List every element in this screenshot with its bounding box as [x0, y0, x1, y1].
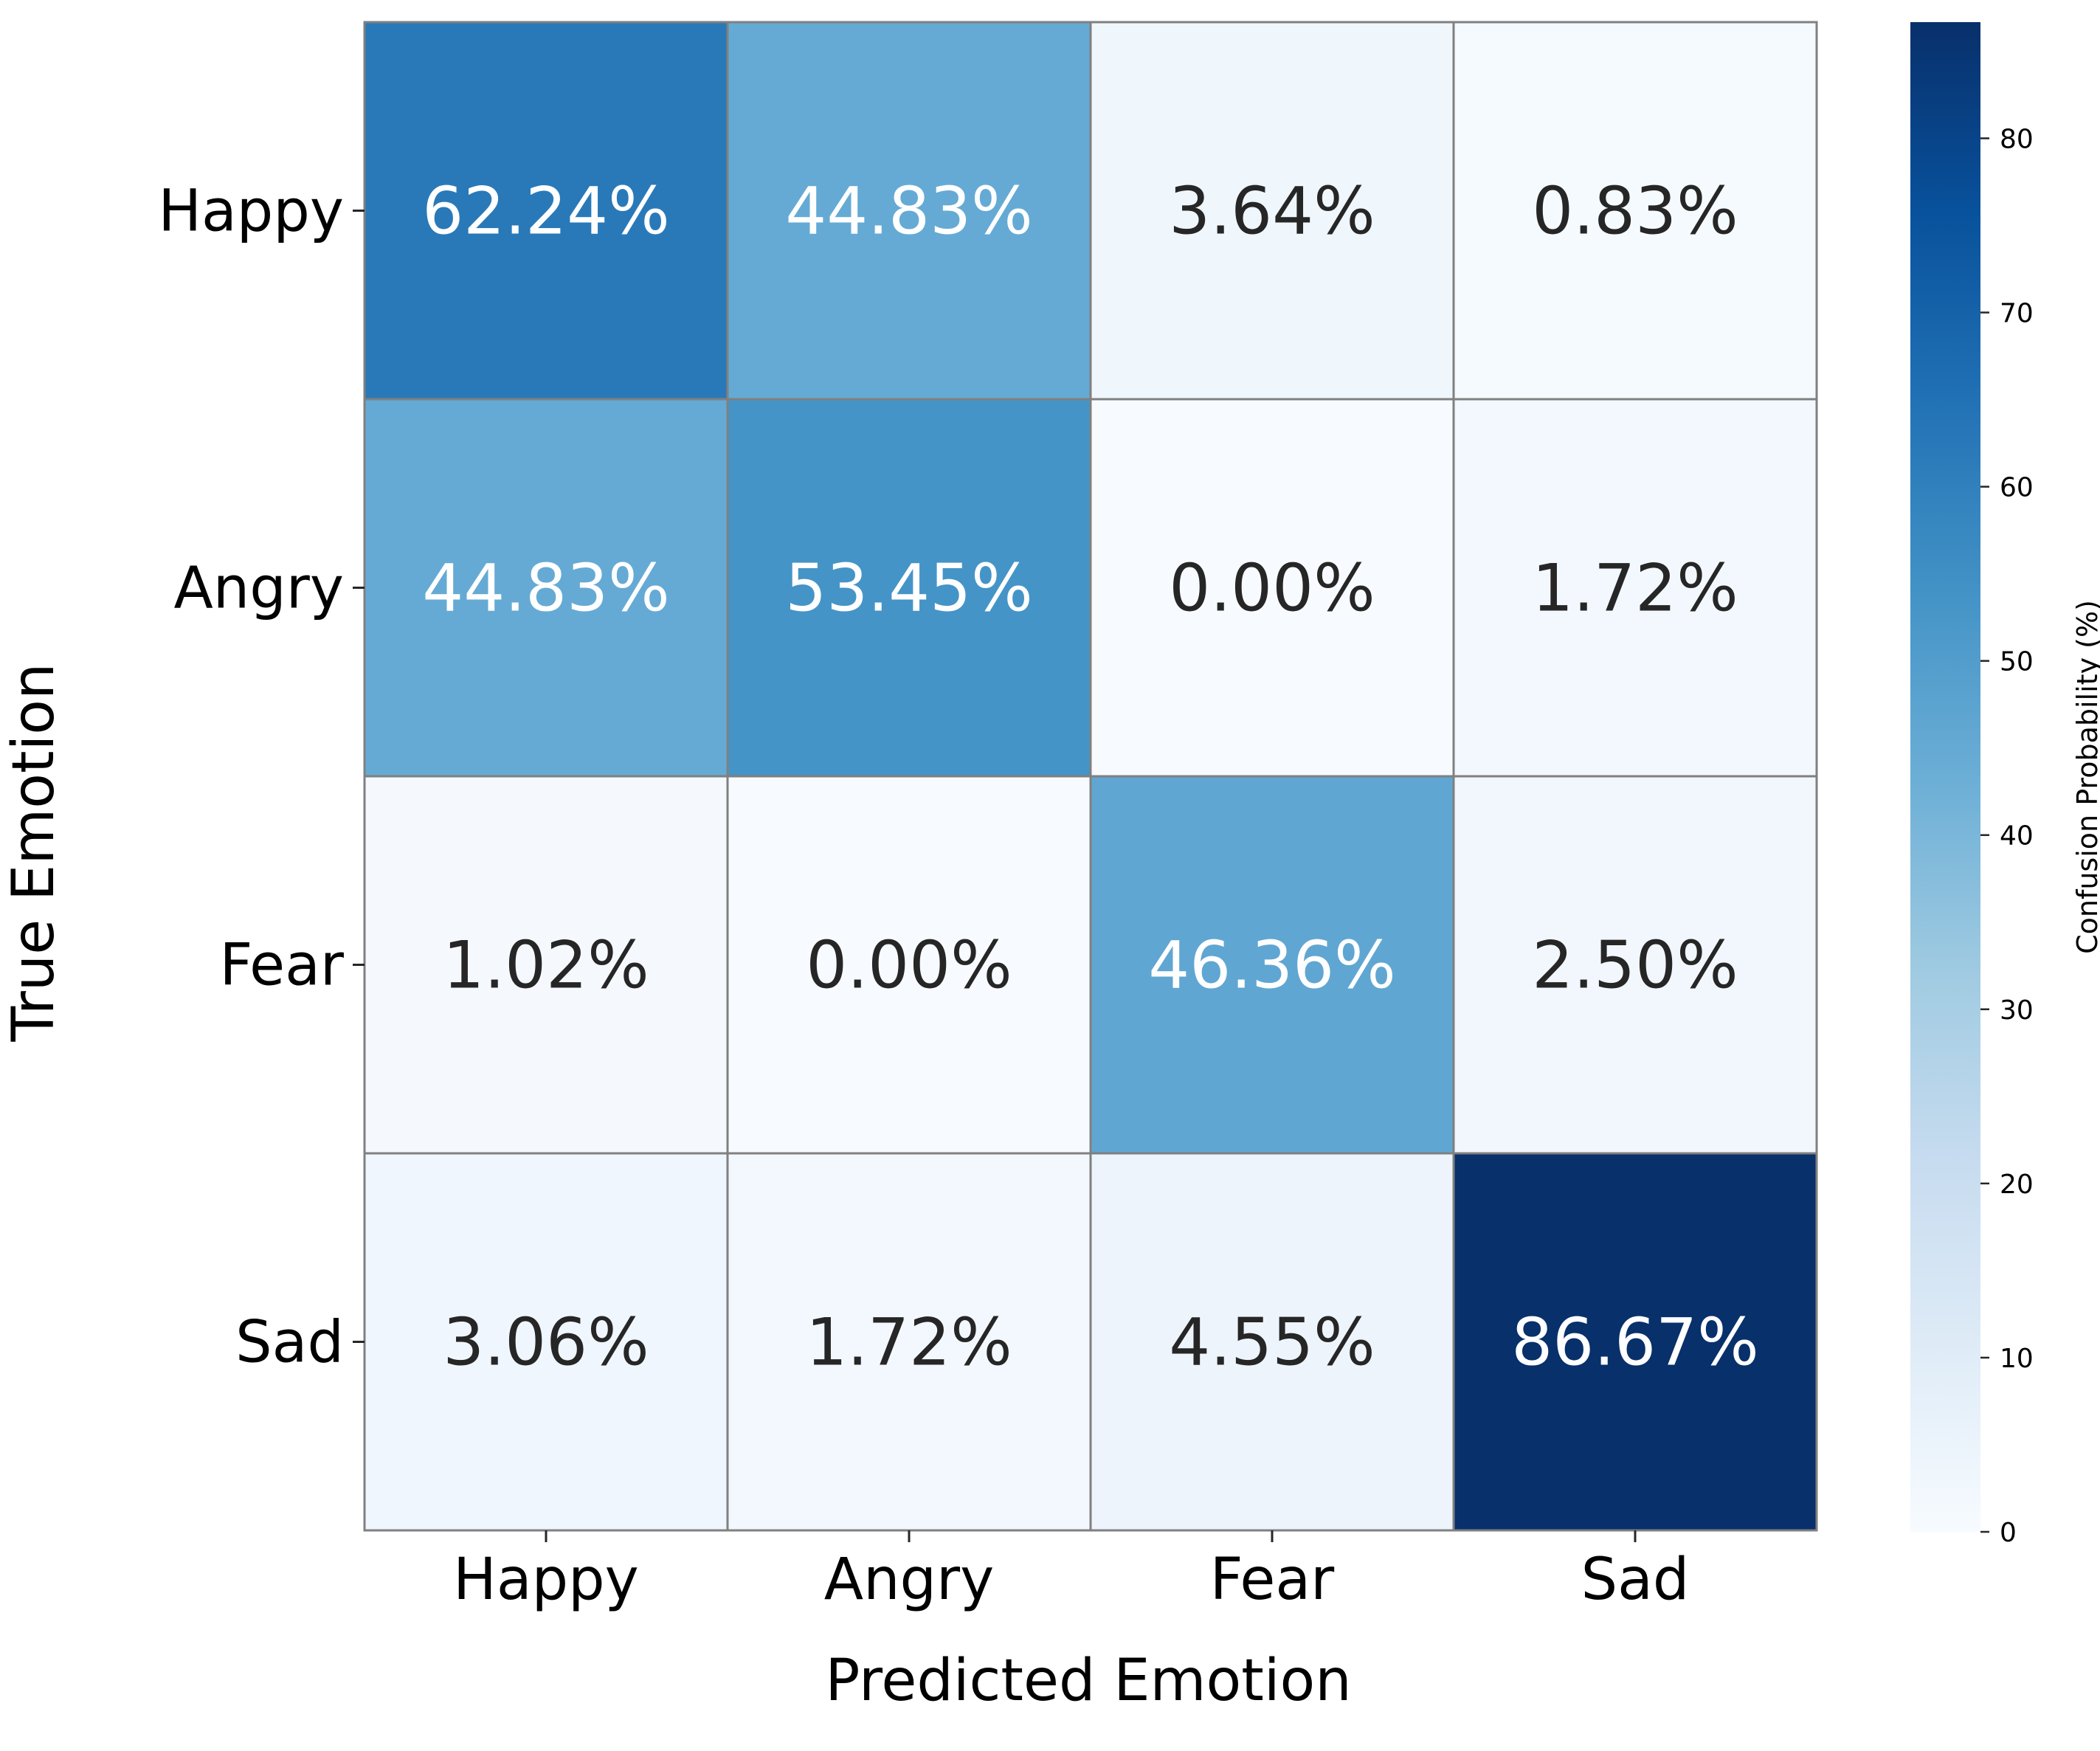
heatmap-cell-sad-angry	[726, 1152, 1092, 1532]
cell-value-label: 0.00%	[806, 928, 1012, 1004]
cell-value-label: 62.24%	[422, 173, 670, 249]
colorbar-tick-label: 10	[2000, 1344, 2034, 1374]
cell-value-label: 0.83%	[1532, 173, 1738, 249]
colorbar-tick-label: 0	[2000, 1518, 2017, 1548]
x-tick-label-happy: Happy	[453, 1547, 639, 1613]
y-axis: Happy Angry Fear Sad	[158, 179, 365, 1376]
cell-value-label: 53.45%	[785, 550, 1033, 626]
cell-value-label: 86.67%	[1511, 1305, 1759, 1381]
heatmap-cell-labels: 62.24% 44.83% 3.64% 0.83% 44.83% 53.45% 0.00% 1…	[422, 173, 1759, 1381]
colorbar-tick-label: 50	[2000, 647, 2034, 677]
heatmap-cell-sad-fear	[1089, 1152, 1455, 1532]
y-tick-label-fear: Fear	[220, 933, 345, 999]
colorbar	[1910, 22, 1980, 1532]
cell-value-label: 1.72%	[806, 1305, 1012, 1381]
cell-value-label: 4.55%	[1169, 1305, 1375, 1381]
heatmap-cell-fear-angry	[726, 775, 1092, 1155]
heatmap-cell-sad-happy	[363, 1152, 729, 1532]
heatmap-cell-angry-sad	[1452, 398, 1818, 778]
heatmap-cell-happy-sad	[1452, 21, 1818, 401]
colorbar-tick-label: 40	[2000, 821, 2034, 852]
x-axis-title: Predicted Emotion	[825, 1648, 1351, 1714]
x-axis: Happy Angry Fear Sad	[453, 1530, 1689, 1613]
cell-value-label: 1.02%	[443, 928, 649, 1004]
cell-value-label: 3.06%	[443, 1305, 649, 1381]
y-tick-label-happy: Happy	[158, 179, 344, 245]
cell-value-label: 0.00%	[1169, 550, 1375, 626]
x-tick-label-sad: Sad	[1581, 1547, 1690, 1613]
y-axis-title: True Emotion	[1, 663, 67, 1043]
heatmap-cell-happy-angry	[726, 21, 1092, 401]
y-tick-label-sad: Sad	[235, 1310, 344, 1376]
colorbar-title: Confusion Probability (%)	[2071, 600, 2100, 954]
cell-value-label: 44.83%	[422, 550, 670, 626]
cell-value-label: 1.72%	[1532, 550, 1738, 626]
colorbar-tick-label: 70	[2000, 299, 2034, 329]
heatmap-cell-happy-fear	[1089, 21, 1455, 401]
heatmap-cell-angry-fear	[1089, 398, 1455, 778]
colorbar-tick-label: 30	[2000, 995, 2034, 1026]
heatmap-cell-sad-sad	[1452, 1152, 1818, 1532]
cell-value-label: 2.50%	[1532, 928, 1738, 1004]
heatmap-cell-fear-sad	[1452, 775, 1818, 1155]
colorbar-tick-label: 80	[2000, 124, 2034, 154]
cell-value-label: 44.83%	[785, 173, 1033, 249]
x-tick-label-angry: Angry	[824, 1547, 995, 1613]
colorbar-tick-label: 20	[2000, 1170, 2034, 1200]
colorbar-tick-label: 60	[2000, 473, 2034, 503]
y-tick-label-angry: Angry	[173, 556, 344, 622]
cell-value-label: 3.64%	[1169, 173, 1375, 249]
heatmap-cells	[363, 21, 1818, 1532]
heatmap-cell-happy-happy	[363, 21, 729, 401]
colorbar-ticks: 0 10 20 30 40 50 60 70 80	[1980, 124, 2034, 1548]
cell-value-label: 46.36%	[1148, 928, 1396, 1004]
x-tick-label-fear: Fear	[1210, 1547, 1335, 1613]
heatmap-cell-angry-happy	[363, 398, 729, 778]
heatmap-cell-angry-angry	[726, 398, 1092, 778]
